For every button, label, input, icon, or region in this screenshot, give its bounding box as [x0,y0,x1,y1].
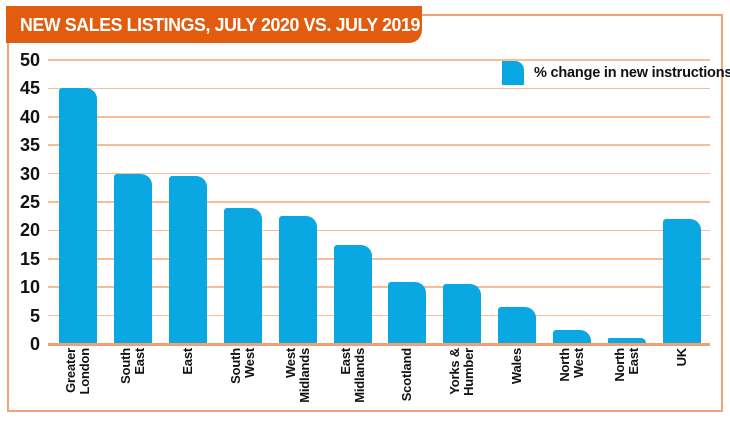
gridline-35 [48,144,710,146]
bar-scotland [388,281,427,343]
y-axis-tick-40: 40 [19,106,40,127]
legend-swatch-icon [502,61,524,85]
chart-title: NEW SALES LISTINGS, JULY 2020 VS. JULY 2… [20,13,421,35]
gridline-15 [48,258,710,260]
x-axis-label-north-west: North West [557,348,587,382]
x-axis-label-north-east: North East [611,348,641,382]
y-axis-tick-45: 45 [19,78,40,99]
x-axis-label-uk: UK [673,348,689,367]
gridline-10 [48,286,710,288]
y-axis-tick-0: 0 [29,334,40,354]
x-axis-label-east-midlands: East Midlands [337,348,367,403]
x-axis-label-scotland: Scotland [399,348,415,402]
bar-wales [498,307,537,343]
gridline-5 [48,314,710,317]
gridline-45 [48,87,710,90]
x-axis-label-south-east: South East [117,348,147,384]
y-axis-tick-25: 25 [19,192,40,212]
bar-greater-london [59,88,97,343]
gridline-25 [48,201,710,203]
x-axis-label-greater-london: Greater London [62,348,92,395]
legend: % change in new instructions [502,61,730,85]
bar-east-midlands [333,244,372,343]
bar-uk [662,219,701,343]
gridline-30 [48,172,710,175]
gridline-20 [48,229,710,232]
y-axis-tick-50: 50 [19,50,40,70]
gridline-40 [48,116,710,118]
x-axis-label-south-west: South West [227,348,257,384]
y-axis-tick-15: 15 [19,248,40,269]
bar-north-east [608,338,646,343]
x-axis-label-yorks-humber: Yorks & Humber [447,348,477,396]
bar-east [168,176,207,343]
legend-label: % change in new instructions [534,65,730,81]
y-axis-tick-5: 5 [29,305,40,326]
bar-yorks-humber [443,284,482,343]
x-axis-label-west-midlands: West Midlands [282,348,312,403]
bar-west-midlands [278,216,317,343]
bar-north-west [553,329,592,343]
x-axis-label-east: East [179,348,195,375]
bar-south-west [223,207,262,343]
y-axis-tick-10: 10 [19,277,40,298]
y-axis-tick-35: 35 [19,135,40,156]
y-axis-tick-20: 20 [19,220,40,241]
x-axis-line [48,343,710,346]
y-axis-tick-30: 30 [19,163,40,184]
x-axis-label-wales: Wales [509,348,525,385]
title-banner: NEW SALES LISTINGS, JULY 2020 VS. JULY 2… [6,6,422,43]
bar-south-east [113,173,152,343]
gridline-50 [48,59,710,61]
